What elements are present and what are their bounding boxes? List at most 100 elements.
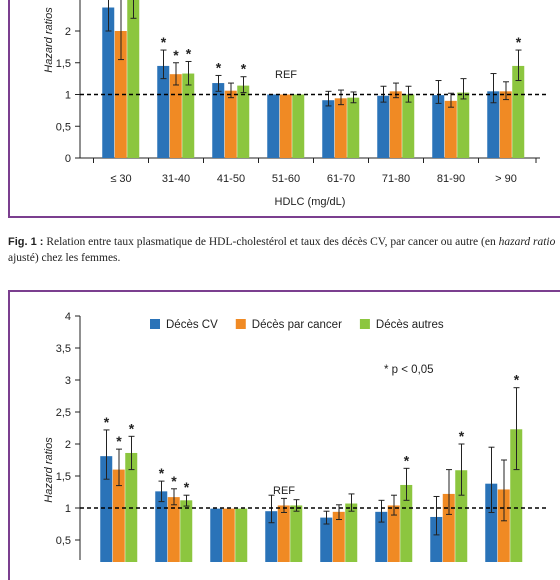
y-tick-label: 1,5 [56,58,71,70]
legend-label: Décès par cancer [252,319,342,331]
x-axis-label: HDLC (mg/dL) [275,196,346,208]
significance-note: * p < 0,05 [384,364,434,376]
bar [157,65,170,158]
y-tick-label: 1 [65,90,71,102]
bar [444,100,457,158]
y-axis-label: Hazard ratios [43,7,55,73]
caption-text-1: Relation entre taux plasmatique de HDL-c… [43,236,499,248]
significance-star: * [171,473,177,489]
significance-star: * [161,34,167,50]
bar [265,511,278,562]
legend-swatch [359,319,370,329]
bar [235,508,248,562]
bar [180,500,193,562]
y-tick-label: 0,5 [56,535,71,547]
bar [155,491,168,562]
bar [442,493,455,562]
bar [487,91,500,158]
bar [457,92,470,158]
significance-star: * [129,420,135,436]
y-tick-label: 2 [65,439,71,451]
bar [334,98,347,158]
significance-star: * [459,428,465,444]
bar [267,94,280,158]
y-tick-label: 2 [65,26,71,38]
bar [400,484,413,562]
ref-label: REF [275,69,297,81]
y-axis-label: Hazard ratios [43,437,55,503]
y-tick-label: 3 [65,375,71,387]
bar [402,94,415,158]
bar [499,91,512,158]
y-tick-label: 1 [65,503,71,515]
bar [290,505,303,562]
significance-star: * [186,45,192,61]
bar [114,31,127,158]
legend-swatch [150,319,160,329]
x-tick-label: 71-80 [382,173,410,185]
x-tick-label: 41-50 [217,173,245,185]
figure-caption: Fig. 1 : Relation entre taux plasmatique… [8,234,560,266]
significance-star: * [404,452,410,468]
bar [375,511,388,562]
hazard-ratio-chart-2: 0,5 1 1,5 2 2,5 3 3,5 4 Hazard ratios * * * * * * * * * RE… [43,311,546,562]
significance-star: * [116,433,122,449]
bar [377,95,390,158]
bar [292,94,305,158]
bar [100,456,113,562]
x-tick-label: > 90 [495,173,517,185]
bar [222,508,235,562]
bar [277,505,290,562]
bar [320,517,333,562]
significance-star: * [184,479,190,495]
caption-text-2: ajusté) chez les femmes. [8,252,121,264]
significance-star: * [173,47,179,63]
significance-star: * [216,59,222,75]
chart-panel-1 [8,0,560,218]
y-tick-label: 1,5 [56,471,71,483]
bar [510,429,523,562]
bar [347,97,360,158]
x-tick-label: ≤ 30 [110,173,131,185]
bar [224,90,237,158]
bar [387,505,400,562]
bar [279,94,292,158]
y-tick-label: 0,5 [56,121,71,133]
x-tick-label: 31-40 [162,173,190,185]
bar [512,65,525,158]
bar [167,497,180,562]
bar [455,470,468,562]
bar [112,469,125,562]
y-tick-label: 4 [65,311,71,323]
significance-star: * [104,414,110,430]
bar [127,0,140,159]
chart-panel-2 [8,290,560,580]
bar [212,83,225,158]
bar [210,508,223,562]
x-tick-label: 81-90 [437,173,465,185]
y-tick-label: 2,5 [56,407,71,419]
bar [322,100,335,158]
bar [389,91,402,158]
significance-star: * [516,34,522,50]
legend-label: Décès CV [166,319,218,331]
bar [430,516,443,562]
bar [237,85,250,158]
caption-italic: hazard ratio [498,236,556,248]
significance-star: * [514,372,520,388]
y-tick-label: 0 [65,153,71,165]
figure-label: Fig. 1 : [8,236,44,248]
bar [332,511,345,562]
bar [345,503,358,562]
hazard-ratio-chart-1: 0 0,5 1 1,5 2 Hazard ratios ≤ 30 31-40 41-50 51-6… [43,0,546,208]
bar [432,95,445,158]
bar [102,7,115,158]
x-tick-label: 61-70 [327,173,355,185]
bar [485,483,498,562]
legend-label: Décès autres [376,319,444,331]
significance-star: * [241,61,247,77]
legend-swatch [235,319,246,329]
significance-star: * [159,465,165,481]
x-tick-label: 51-60 [272,173,300,185]
y-tick-label: 3,5 [56,343,71,355]
